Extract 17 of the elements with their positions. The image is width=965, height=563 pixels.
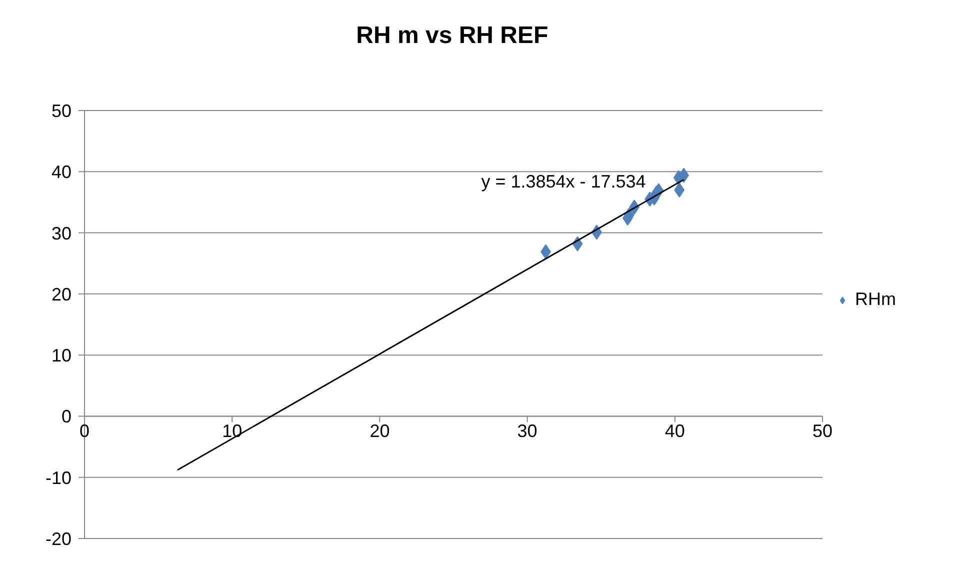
y-tick-label: -10 [45, 468, 72, 488]
x-tick-label: 10 [222, 421, 242, 442]
x-tick-label: 30 [517, 421, 538, 442]
x-tick-label: 50 [812, 421, 833, 442]
chart-title: RH m vs RH REF [356, 22, 548, 49]
x-tick-label: 0 [79, 421, 90, 442]
y-tick-label: 40 [51, 162, 72, 182]
y-tick-label: 30 [51, 223, 72, 244]
y-tick-label: 50 [51, 101, 72, 121]
legend-label: RHm [855, 289, 896, 310]
x-tick-label: 40 [664, 421, 685, 442]
annotation: y = 1.3854x - 17.534 [481, 172, 646, 192]
y-tick-label: 10 [51, 346, 72, 366]
x-tick-label: 20 [370, 421, 390, 442]
y-tick-label: -20 [45, 529, 72, 549]
y-tick-label: 20 [51, 284, 72, 304]
y-tick-label: 0 [61, 406, 72, 427]
